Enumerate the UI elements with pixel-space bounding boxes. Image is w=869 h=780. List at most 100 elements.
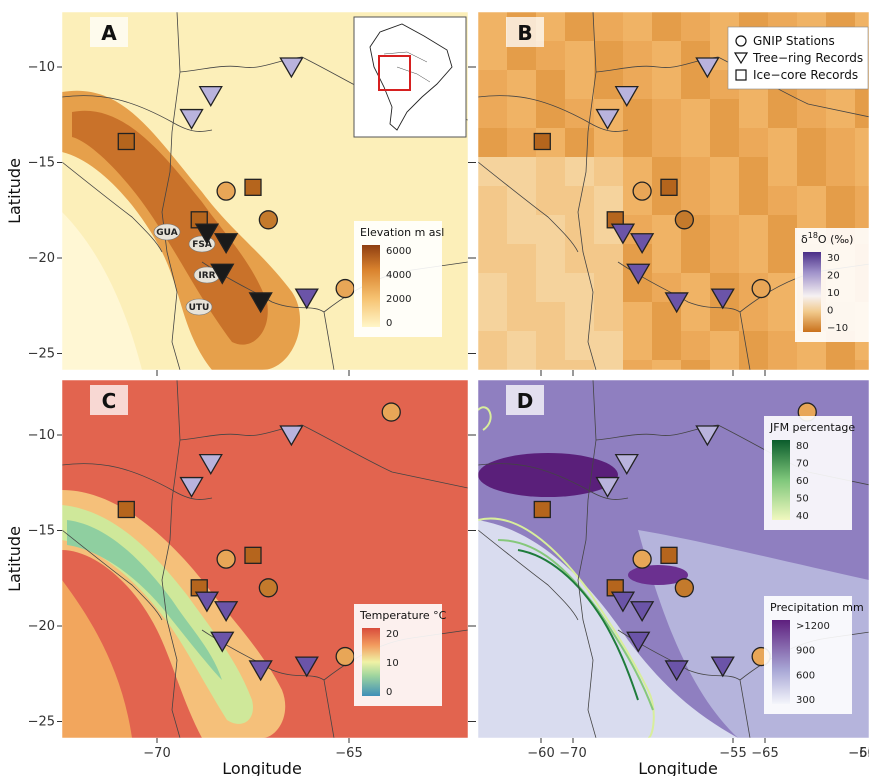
isotope-cell <box>681 12 710 41</box>
isotope-cell <box>710 215 739 244</box>
tree-ring-north-1 <box>695 425 720 447</box>
tree-ring-north-2 <box>614 454 639 475</box>
isotope-cell <box>565 360 594 370</box>
precip-wet-core <box>478 453 618 497</box>
isotope-cell <box>710 99 739 128</box>
panel-letter-box <box>506 17 544 47</box>
tree-ring-south <box>294 288 319 310</box>
gnip-station-tarija <box>751 278 771 299</box>
isotope-cell <box>739 128 768 157</box>
isotope-cell <box>739 360 768 370</box>
elevation-legend-tick: 2000 <box>386 294 411 305</box>
jfm-contour-small <box>478 406 492 431</box>
pacific-coast <box>62 212 142 370</box>
isotope-cell <box>623 157 652 186</box>
panel-letter: C <box>102 389 117 413</box>
isotope-cell <box>478 215 507 244</box>
legend-square-icon <box>735 69 747 81</box>
symbol-legend-label: Ice−core Records <box>753 68 858 82</box>
gnip-station-la-paz <box>632 549 652 569</box>
isotope-cell <box>652 360 681 370</box>
isotope-cell <box>594 302 623 331</box>
temp-cold <box>67 520 222 680</box>
gnip-station-tarija <box>335 278 355 299</box>
tree-ring-north-2 <box>198 86 223 107</box>
isotope-cell <box>565 128 594 157</box>
isotope-cell <box>536 302 565 331</box>
temperature-legend-tick: 0 <box>386 687 392 698</box>
isotope-cell <box>478 331 507 360</box>
isotope-cell <box>826 99 855 128</box>
isotope-cell <box>681 360 710 370</box>
tree-ring-irr <box>626 631 651 653</box>
isotope-cell <box>797 186 826 215</box>
x-tick-label: −60 <box>848 746 869 761</box>
isotope-cell <box>855 360 869 370</box>
precipitation-legend-tick: 300 <box>796 695 815 706</box>
y-tick-label: −25 <box>28 347 55 362</box>
temperature-legend-tick: 20 <box>386 629 399 640</box>
y-tick-label: −10 <box>28 428 55 443</box>
isotope-cell <box>768 128 797 157</box>
precipitation-legend-bar <box>772 620 790 704</box>
isotope-cell <box>652 244 681 273</box>
tree-ring-north-1 <box>279 57 304 79</box>
elevation-legend-bar <box>362 245 380 327</box>
isotope-cell <box>797 360 826 370</box>
country-border <box>62 95 213 132</box>
gnip-station-la-paz <box>216 181 236 201</box>
isotope-cell <box>565 70 594 99</box>
gnip-station-oruro <box>674 210 695 230</box>
isotope-cell <box>797 128 826 157</box>
isotope-legend-tick: 20 <box>827 271 840 282</box>
inset-map <box>353 16 467 138</box>
tree-ring-fsa <box>629 601 655 623</box>
country-border <box>478 529 579 621</box>
site-label-fsa: FSA <box>192 240 212 250</box>
isotope-cell <box>478 70 507 99</box>
ice-core-illimani <box>244 546 262 564</box>
isotope-legend-tick: 30 <box>827 253 840 264</box>
inset-borders <box>383 51 431 83</box>
isotope-cell <box>594 70 623 99</box>
site-label-bg <box>185 298 213 316</box>
isotope-cell <box>565 331 594 360</box>
isotope-cell <box>594 186 623 215</box>
elevation-legend-title: Elevation m asl <box>360 226 444 239</box>
isotope-cell <box>536 70 565 99</box>
isotope-cell <box>594 12 623 41</box>
tree-ring-north-3 <box>595 476 620 498</box>
isotope-cell <box>565 244 594 273</box>
isotope-cell <box>507 70 536 99</box>
x-tick-label: −60 <box>527 746 554 761</box>
isotope-cell <box>478 273 507 302</box>
isotope-cell <box>681 128 710 157</box>
isotope-cell <box>478 244 507 273</box>
country-border <box>478 463 629 500</box>
panel-letter-box <box>90 17 128 47</box>
isotope-cell <box>710 331 739 360</box>
isotope-cell <box>826 186 855 215</box>
tree-ring-gua <box>610 591 636 613</box>
isotope-cell <box>652 128 681 157</box>
isotope-legend-title: δ18O (‰) <box>801 231 853 246</box>
isotope-cell <box>826 128 855 157</box>
panel-letter: A <box>101 21 117 45</box>
isotope-cell <box>478 41 507 70</box>
gnip-station-porto-velho <box>381 402 401 422</box>
precipitation-legend-tick: 600 <box>796 670 815 681</box>
tree-ring-fsa <box>213 601 239 623</box>
precipitation-legend-tick: >1200 <box>796 621 830 632</box>
isotope-cell <box>623 12 652 41</box>
y-tick-label: −10 <box>28 60 55 75</box>
isotope-cell <box>594 244 623 273</box>
isotope-cell <box>739 331 768 360</box>
gnip-station-oruro <box>258 578 279 598</box>
isotope-cell <box>507 273 536 302</box>
isotope-cell <box>478 12 507 41</box>
isotope-cell <box>507 157 536 186</box>
jfm-contour-80 <box>517 549 639 701</box>
isotope-cell <box>565 41 594 70</box>
isotope-cell <box>768 186 797 215</box>
